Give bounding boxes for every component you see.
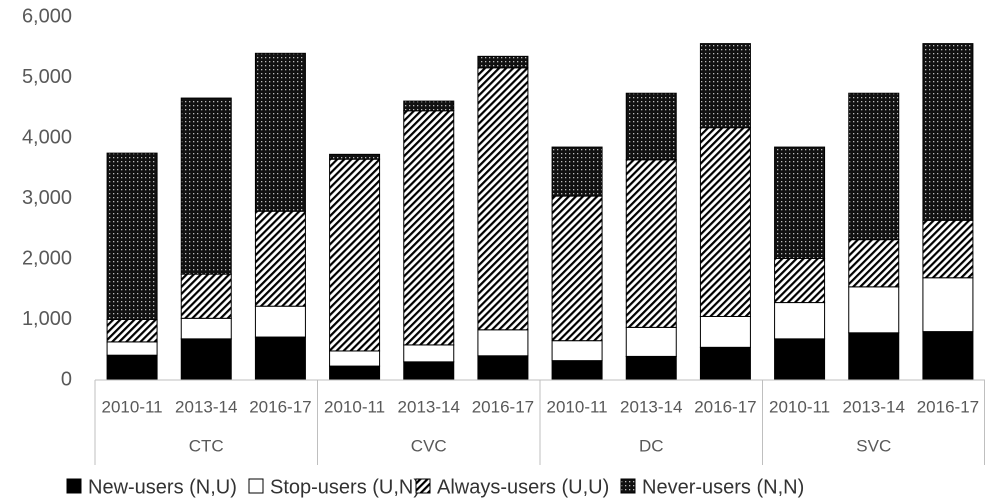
bar-segment [551,340,603,362]
x-tick-label: 2010-11 [102,397,163,416]
bar-segment [329,158,381,352]
bar-segment [699,43,751,129]
legend-label: Never-users (N,N) [642,476,804,498]
bar-segment [922,331,974,381]
x-tick-label: 2013-14 [843,397,905,416]
bar-segment [625,159,677,328]
y-tick-label: 4,000 [22,126,72,148]
bar-segment [625,92,677,161]
x-tick-label: 2016-17 [694,397,756,416]
legend-swatch [415,478,431,494]
bar-segment [922,43,974,221]
bar-segment [699,315,751,348]
bar-segment [477,55,529,69]
bar-segment [403,110,455,346]
x-tick-label: 2010-11 [769,397,830,416]
bar-segment [254,52,306,212]
bar-segment [625,326,677,357]
bar-segment [403,361,455,381]
bar-segment [774,338,826,381]
bar-segment [106,354,158,381]
x-tick-label: 2016-17 [472,397,534,416]
bar-segment [106,319,158,343]
bar-segment [848,92,900,241]
bar-segment [254,305,306,338]
x-tick-label: 2016-17 [917,397,979,416]
bar-segment [774,257,826,304]
x-tick-label: 2010-11 [547,397,608,416]
y-tick-label: 6,000 [22,5,72,27]
bar-segment [477,329,529,357]
bar-segment [625,355,677,381]
bar-segment [254,336,306,381]
legend-label: Stop-users (U,N) [270,476,420,498]
bar-segment [551,360,603,381]
legend-swatch [620,478,636,494]
x-tick-label: 2010-11 [324,397,385,416]
y-tick-label: 2,000 [22,247,72,269]
bar-segment [699,127,751,317]
legend-label: Always-users (U,U) [437,476,609,498]
bar-segment [477,355,529,381]
bar-segment [477,67,529,331]
bar-segment [403,100,455,112]
group-label: CTC [189,436,224,455]
group-label: SVC [856,436,891,455]
bar-segment [403,344,455,363]
bar-segment [180,273,232,319]
y-tick-label: 0 [61,368,72,390]
y-tick-label: 1,000 [22,308,72,330]
bar-segment [106,341,158,356]
bar-segment [774,302,826,340]
legend-swatch [248,478,264,494]
group-label: DC [639,436,664,455]
x-tick-label: 2013-14 [620,397,682,416]
bar-segment [848,286,900,334]
legend-swatch [66,478,82,494]
bar-segment [774,146,826,259]
bar-segment [551,195,603,342]
y-tick-label: 5,000 [22,66,72,88]
bar-segment [329,153,381,160]
bar-segment [848,239,900,288]
legend-label: New-users (N,U) [88,476,237,498]
bar-segment [106,152,158,320]
bar-segment [329,350,381,367]
y-tick-label: 3,000 [22,187,72,209]
bar-segment [551,146,603,197]
bar-segment [180,317,232,340]
bar-segment [180,97,232,275]
bar-segment [180,338,232,381]
bar-segment [922,277,974,333]
bar-segment [922,219,974,279]
bar-segment [699,346,751,381]
bar-segment [848,332,900,381]
x-tick-label: 2013-14 [398,397,460,416]
bar-segment [329,365,381,381]
x-tick-label: 2013-14 [175,397,237,416]
x-tick-label: 2016-17 [249,397,311,416]
bar-segment [254,210,306,307]
group-label: CVC [411,436,447,455]
